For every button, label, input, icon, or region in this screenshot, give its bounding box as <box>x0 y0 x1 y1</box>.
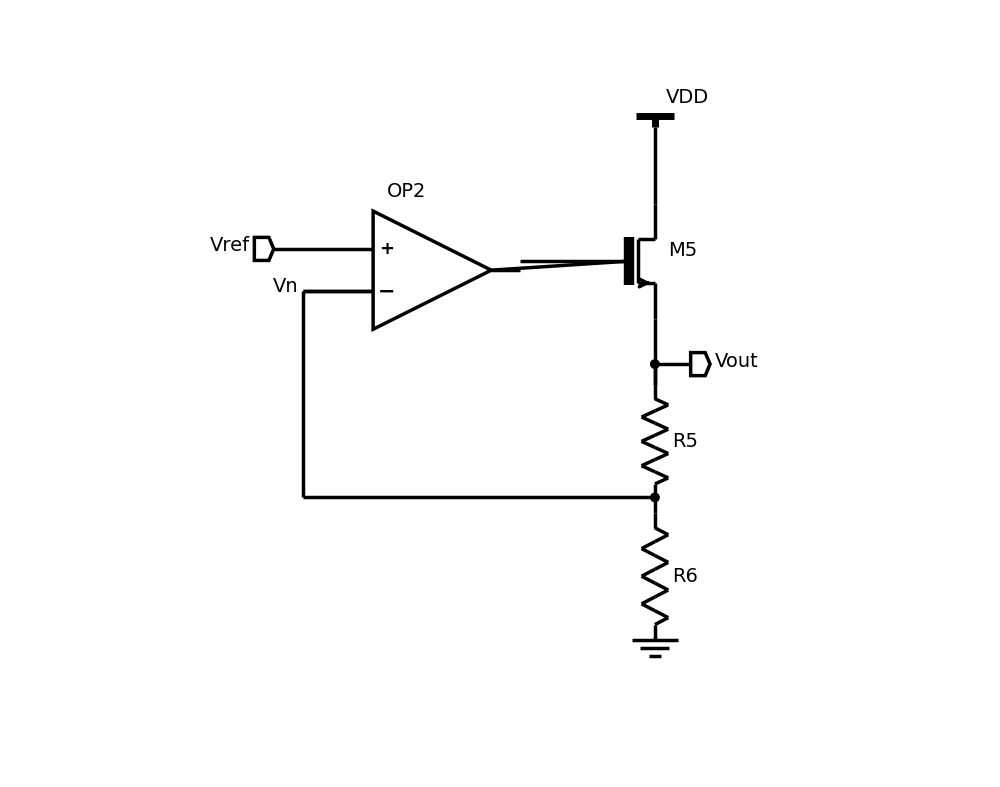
Text: OP2: OP2 <box>387 183 426 201</box>
Circle shape <box>651 360 659 368</box>
Text: Vout: Vout <box>715 352 759 371</box>
Circle shape <box>651 493 659 501</box>
Text: R6: R6 <box>672 567 698 586</box>
Text: Vn: Vn <box>273 277 299 296</box>
Text: M5: M5 <box>668 241 697 260</box>
Text: VDD: VDD <box>666 87 709 106</box>
Text: −: − <box>378 282 395 301</box>
Text: +: + <box>379 240 394 258</box>
Text: Vref: Vref <box>209 236 250 255</box>
Text: R5: R5 <box>672 432 698 451</box>
